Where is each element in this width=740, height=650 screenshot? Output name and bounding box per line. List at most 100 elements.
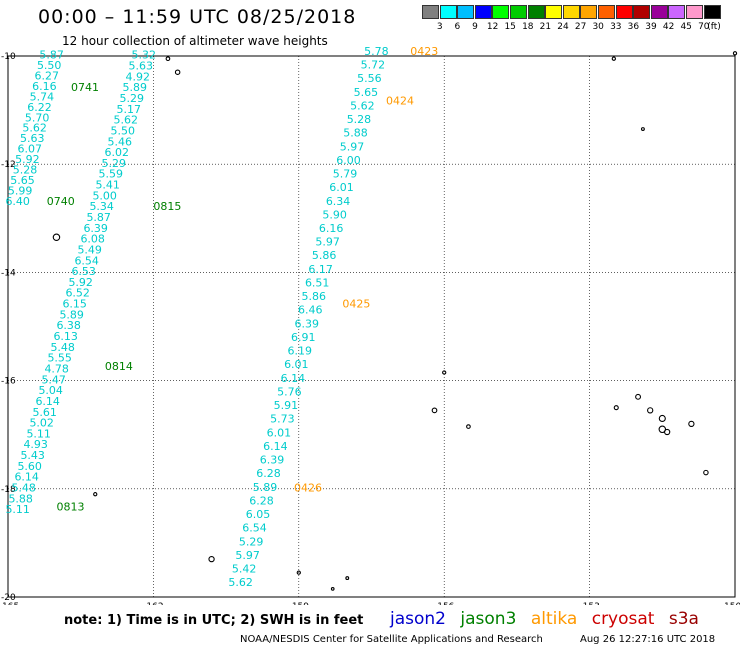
legend-cryosat: cryosat	[591, 609, 655, 629]
island-outline	[431, 407, 438, 414]
swh-value-label: 6.14	[263, 440, 288, 453]
island-outline	[658, 414, 666, 423]
colorbar-swatch	[703, 5, 721, 19]
island-outline	[613, 405, 619, 411]
colorbar-swatch	[439, 5, 457, 19]
island-outline	[611, 56, 616, 61]
island-outline	[635, 393, 642, 400]
swh-value-label: 5.92	[68, 276, 93, 289]
altimeter-tracks: 5.875.506.276.165.746.225.705.625.636.07…	[5, 45, 438, 589]
swh-value-label: 6.54	[74, 254, 99, 267]
swh-value-label: 5.86	[312, 249, 337, 262]
longitude-label: -150	[721, 602, 740, 605]
swh-value-label: 5.55	[47, 352, 72, 365]
colorbar-swatch	[457, 5, 475, 19]
colorbar-label: 3	[436, 22, 443, 32]
swh-value-label: 5.41	[95, 179, 120, 192]
island-outline	[732, 51, 738, 56]
swh-value-label: 6.39	[295, 317, 320, 330]
swh-value-label: 5.56	[357, 72, 382, 85]
swh-value-label: 6.54	[242, 522, 267, 535]
longitude-label: -165	[0, 602, 19, 605]
pass-time-label: 0741	[71, 81, 99, 94]
colorbar-label: 27	[574, 22, 587, 32]
swh-value-label: 5.48	[11, 482, 36, 495]
swh-value-label: 6.22	[27, 101, 52, 114]
colorbar-unit: (ft)	[707, 22, 721, 32]
swh-value-label: 5.46	[107, 135, 132, 148]
colorbar-swatch	[633, 5, 651, 19]
colorbar-swatch	[650, 5, 668, 19]
pass-time-label: 0815	[153, 200, 181, 213]
generation-timestamp: Aug 26 12:27:16 UTC 2018	[580, 634, 716, 645]
island-outline	[296, 570, 301, 575]
swh-value-label: 5.48	[50, 341, 75, 354]
colorbar-label: 42	[662, 22, 675, 32]
island-outline	[688, 420, 695, 428]
swh-value-label: 6.01	[329, 181, 354, 194]
swh-value-label: 5.87	[86, 211, 111, 224]
colorbar-swatch	[562, 5, 580, 19]
swh-value-label: 5.34	[89, 200, 114, 213]
pass-time-label: 0813	[56, 500, 84, 513]
swh-value-label: 6.28	[249, 494, 274, 507]
pass-time-label: 0740	[47, 195, 75, 208]
swh-value-label: 5.65	[354, 86, 379, 99]
legend-jason2: jason2	[390, 609, 446, 629]
latitude-label: -20	[1, 593, 16, 603]
swh-value-label: 5.97	[235, 549, 260, 562]
swh-value-label: 4.92	[125, 70, 150, 83]
swh-value-label: 6.27	[35, 70, 60, 83]
axis-tick-labels: -165 -162 -159 -156 -153 -150 -10 -12 -14 -16 -18 -…	[0, 52, 740, 605]
swh-value-label: 5.97	[315, 236, 340, 249]
island-outline	[330, 587, 335, 591]
swh-value-label: 5.78	[364, 45, 389, 58]
swh-value-label: 5.61	[32, 406, 57, 419]
latitude-label: -16	[1, 377, 16, 387]
swh-value-label: 5.59	[98, 168, 123, 181]
latitude-label: -12	[1, 160, 16, 170]
swh-value-label: 6.05	[246, 508, 271, 521]
swh-value-label: 5.11	[26, 427, 51, 440]
swh-value-label: 5.73	[270, 413, 295, 426]
island-outline	[703, 469, 709, 476]
swh-value-label: 6.13	[53, 330, 78, 343]
pass-time-label: 0424	[386, 95, 414, 108]
swh-value-label: 6.14	[35, 395, 60, 408]
swh-value-label: 5.29	[119, 92, 144, 105]
map-subtitle: 12 hour collection of altimeter wave hei…	[62, 34, 328, 48]
swh-value-label: 5.88	[8, 492, 33, 505]
swh-value-label: 5.76	[277, 385, 302, 398]
colorbar-label: 45	[680, 22, 692, 32]
pass-time-label: 0426	[294, 482, 322, 495]
track-jason3-0815-0813: 5.325.634.925.895.295.175.625.505.466.02…	[5, 49, 181, 516]
colorbar-label: 36	[627, 22, 640, 32]
track-altika-0423-0426: 5.785.725.565.655.625.285.885.976.005.79…	[228, 45, 438, 589]
swh-value-label: 5.99	[8, 184, 33, 197]
swh-value-label: 5.11	[5, 503, 30, 516]
swh-value-label: 5.43	[20, 449, 45, 462]
swh-value-label: 6.08	[80, 233, 105, 246]
swh-value-label: 5.86	[301, 290, 326, 303]
colorbar-label: 70	[698, 22, 710, 32]
colorbar-swatch	[492, 5, 510, 19]
swh-value-label: 5.72	[361, 59, 386, 72]
swh-value-label: 6.01	[267, 426, 292, 439]
island-outline	[663, 428, 671, 436]
swh-value-label: 5.50	[110, 124, 135, 137]
swh-value-label: 6.07	[18, 143, 43, 156]
swh-value-label: 5.62	[350, 99, 375, 112]
swh-value-label: 5.90	[322, 208, 347, 221]
island-outline	[345, 576, 350, 581]
swh-value-label: 6.40	[5, 195, 30, 208]
swh-value-label: 6.53	[71, 265, 96, 278]
swh-value-label: 5.70	[25, 111, 50, 124]
pass-time-label: 0425	[342, 298, 370, 311]
swh-value-label: 5.87	[39, 49, 64, 62]
swh-value-label: 5.97	[340, 140, 365, 153]
swh-value-label: 5.89	[59, 308, 84, 321]
swh-value-label: 6.00	[336, 154, 361, 167]
swh-value-label: 4.78	[44, 362, 69, 375]
swh-value-label: 5.29	[239, 535, 264, 548]
swh-value-label: 6.51	[305, 276, 330, 289]
